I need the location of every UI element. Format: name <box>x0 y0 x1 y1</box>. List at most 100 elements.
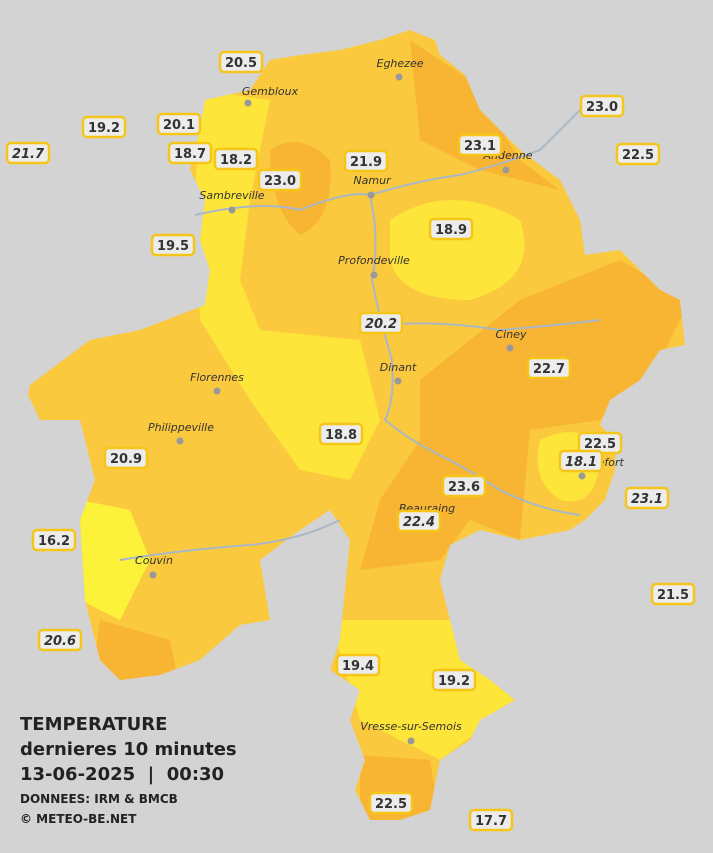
station-value: 19.5 <box>157 239 189 254</box>
station: 23.6 <box>441 474 487 498</box>
station-value: 23.0 <box>264 174 296 189</box>
source: DONNEES: IRM & BMCB <box>20 792 178 806</box>
station: 23.0 <box>257 168 303 192</box>
town-dot <box>367 191 375 199</box>
station-value: 18.9 <box>435 223 467 238</box>
station-value: 18.1 <box>565 455 597 470</box>
station: 22.5 <box>615 142 661 166</box>
town-label: Couvin <box>135 554 173 567</box>
town-label: Sambreville <box>199 189 264 202</box>
town-label: Dinant <box>380 361 417 374</box>
station: 18.2 <box>213 147 259 171</box>
station: 19.2 <box>81 115 127 139</box>
station-box <box>156 112 202 136</box>
station-value: 23.1 <box>631 492 663 507</box>
station: 20.6 <box>37 628 83 652</box>
station: 20.9 <box>103 446 149 470</box>
station-value: 22.4 <box>403 515 435 530</box>
station-value: 18.2 <box>220 153 252 168</box>
station-box <box>81 115 127 139</box>
station-value: 17.7 <box>475 814 507 829</box>
station: 23.1 <box>624 486 670 510</box>
station-box <box>167 141 213 165</box>
station: 16.2 <box>31 528 77 552</box>
station-value: 19.4 <box>342 659 374 674</box>
station: 17.7 <box>468 808 514 832</box>
station-box <box>318 422 364 446</box>
station-value: 23.0 <box>586 100 618 115</box>
station-box <box>257 168 303 192</box>
town-dot <box>149 571 157 579</box>
station-value: 21.5 <box>657 588 689 603</box>
station-box <box>468 808 514 832</box>
station: 18.7 <box>167 141 213 165</box>
station-value: 20.9 <box>110 452 142 467</box>
title: TEMPERATURE <box>20 714 167 735</box>
town-dot <box>502 166 510 174</box>
station-box <box>526 356 572 380</box>
station-value: 22.5 <box>622 148 654 163</box>
station-box <box>368 791 414 815</box>
town-dot <box>176 437 184 445</box>
station-box <box>31 528 77 552</box>
station-box <box>335 653 381 677</box>
station-box <box>396 509 442 533</box>
town-dot <box>407 737 415 745</box>
town-dot <box>213 387 221 395</box>
station-value: 18.8 <box>325 428 357 443</box>
station-box <box>441 474 487 498</box>
town-label: Vresse-sur-Semois <box>360 720 462 733</box>
town-dot <box>506 344 514 352</box>
station: 22.5 <box>368 791 414 815</box>
station-box <box>615 142 661 166</box>
station-value: 20.6 <box>44 634 76 649</box>
town-dot <box>578 472 586 480</box>
town-dot <box>244 99 252 107</box>
station: 19.2 <box>431 668 477 692</box>
town-label: Florennes <box>190 371 244 384</box>
station-box <box>579 94 625 118</box>
legend-block: TEMPERATURE dernieres 10 minutes 13-06-2… <box>20 714 237 826</box>
station-value: 16.2 <box>38 534 70 549</box>
station: 20.2 <box>358 311 404 335</box>
town-dot <box>370 271 378 279</box>
station-box <box>150 233 196 257</box>
station-box <box>213 147 259 171</box>
town-label: Profondeville <box>338 254 410 267</box>
station: 19.4 <box>335 653 381 677</box>
station-box <box>358 311 404 335</box>
town-label: Gembloux <box>242 85 299 98</box>
town-label: Eghezee <box>377 57 424 70</box>
station-box <box>624 486 670 510</box>
station: 21.7 <box>5 141 51 165</box>
station-value: 23.1 <box>464 139 496 154</box>
station-value: 21.7 <box>12 147 45 162</box>
station: 18.9 <box>428 217 474 241</box>
town-dot <box>228 206 236 214</box>
station-box <box>431 668 477 692</box>
station-value: 20.5 <box>225 56 257 71</box>
station-value: 19.2 <box>438 674 470 689</box>
station-value: 22.7 <box>533 362 565 377</box>
station-value: 20.2 <box>365 317 397 332</box>
station-value: 23.6 <box>448 480 480 495</box>
station: 18.1 <box>558 449 604 473</box>
station: 22.4 <box>396 509 442 533</box>
town-dot <box>395 73 403 81</box>
map-labels: EghezeeGemblouxAndenneNamurSambrevillePr… <box>5 50 696 832</box>
station-box <box>457 133 503 157</box>
rivers <box>119 109 601 561</box>
town-label: Ciney <box>496 328 527 341</box>
station-box <box>5 141 51 165</box>
station-value: 19.2 <box>88 121 120 136</box>
subtitle: dernieres 10 minutes <box>20 739 237 760</box>
station-value: 22.5 <box>584 437 616 452</box>
station-box <box>218 50 264 74</box>
station-box <box>37 628 83 652</box>
station-value: 18.7 <box>174 147 206 162</box>
station: 21.9 <box>343 149 389 173</box>
town-label: Namur <box>353 174 392 187</box>
station-value: 20.1 <box>163 118 195 133</box>
datetime: 13-06-2025 | 00:30 <box>20 764 224 785</box>
